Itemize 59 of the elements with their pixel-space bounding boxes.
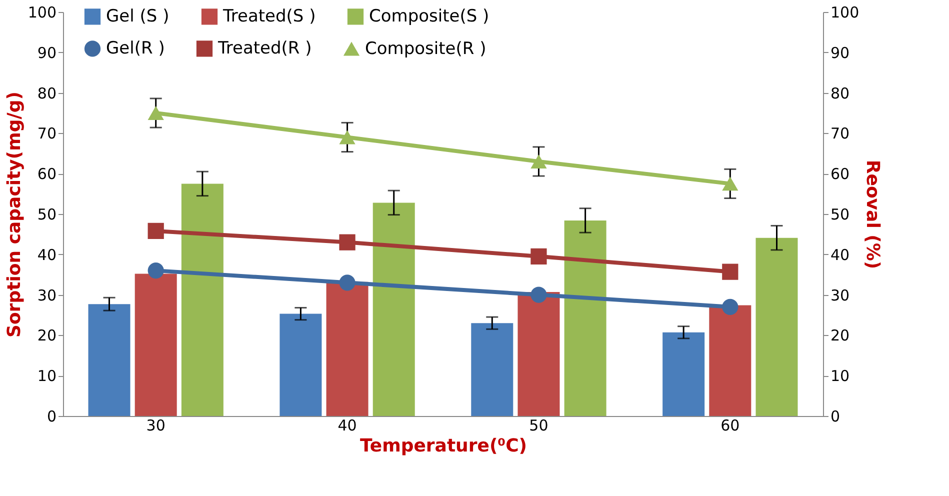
legend-label: Gel(R ) bbox=[106, 38, 165, 59]
y2-tick-label: 20 bbox=[830, 326, 850, 345]
bar bbox=[756, 238, 798, 416]
point bbox=[530, 248, 547, 264]
y2-tick-label: 100 bbox=[830, 4, 860, 22]
y-tick-label: 10 bbox=[37, 367, 56, 386]
y2-tick-label: 60 bbox=[830, 165, 850, 184]
point bbox=[148, 262, 164, 279]
legend-label: Gel (S ) bbox=[106, 6, 170, 27]
y-tick-label: 30 bbox=[37, 286, 56, 304]
y-tick-label: 70 bbox=[37, 124, 56, 143]
y2-tick-label: 40 bbox=[830, 246, 850, 264]
point bbox=[148, 222, 164, 240]
point bbox=[722, 264, 738, 280]
point bbox=[339, 274, 356, 291]
y-tick-label: 40 bbox=[37, 246, 56, 264]
point bbox=[339, 234, 356, 250]
legend-label: Composite(R ) bbox=[365, 38, 486, 59]
bar bbox=[564, 220, 606, 416]
bar bbox=[88, 304, 130, 416]
bar bbox=[181, 184, 224, 416]
y-tick-label: 90 bbox=[37, 44, 56, 62]
x-axis-title: Temperature(⁰C) bbox=[360, 436, 528, 456]
point bbox=[722, 298, 738, 315]
y2-axis-title: Reoval (%) bbox=[862, 160, 884, 270]
y-tick-label: 20 bbox=[37, 326, 56, 345]
bar bbox=[280, 314, 322, 416]
y2-tick-label: 90 bbox=[830, 44, 850, 62]
y-tick-label: 100 bbox=[28, 4, 56, 22]
y2-tick-label: 50 bbox=[830, 206, 850, 224]
bar bbox=[471, 323, 514, 416]
bar bbox=[372, 202, 415, 416]
bar bbox=[709, 305, 752, 416]
y-tick-label: 80 bbox=[37, 84, 56, 102]
x-tick-label: 30 bbox=[146, 416, 166, 434]
y2-tick-label: 70 bbox=[830, 124, 850, 143]
y2-tick-label: 10 bbox=[830, 367, 850, 386]
y-tick-label: 60 bbox=[37, 165, 56, 184]
y2-tick-label: 80 bbox=[830, 84, 850, 102]
point bbox=[148, 106, 164, 120]
point bbox=[722, 176, 738, 191]
y2-tick-label: 30 bbox=[830, 286, 850, 304]
bar bbox=[662, 332, 705, 416]
point bbox=[339, 130, 356, 144]
legend-label: Treated(S ) bbox=[222, 6, 316, 27]
bar bbox=[518, 292, 560, 416]
point bbox=[530, 286, 547, 303]
legend-label: Treated(R ) bbox=[217, 38, 312, 59]
bar bbox=[134, 274, 177, 416]
x-tick-label: 40 bbox=[338, 416, 357, 434]
y2-tick-label: 0 bbox=[830, 408, 840, 426]
legend-label: Composite(S ) bbox=[369, 6, 490, 27]
bar bbox=[326, 282, 368, 416]
point bbox=[530, 154, 547, 168]
y-axis-title: Sorption capacity(mg/g) bbox=[4, 92, 25, 338]
x-tick-label: 50 bbox=[529, 416, 548, 434]
x-tick-label: 60 bbox=[720, 416, 740, 434]
y-tick-label: 0 bbox=[46, 408, 56, 426]
y-tick-label: 50 bbox=[37, 206, 56, 224]
